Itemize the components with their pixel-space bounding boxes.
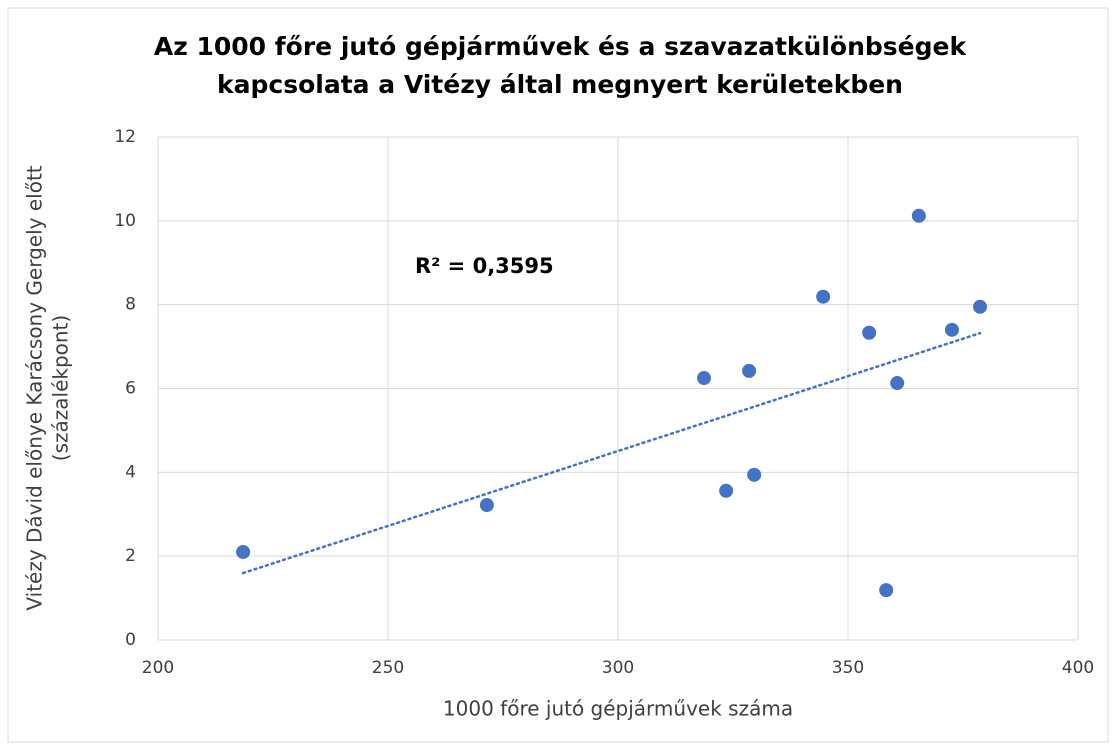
y-tick-label: 10 — [114, 211, 136, 231]
point — [479, 498, 494, 513]
point — [944, 322, 959, 337]
x-tick-label: 400 — [1062, 658, 1094, 678]
y-axis-label: Vitézy Dávid előnye Karácsony Gergely el… — [23, 165, 47, 610]
point — [973, 299, 988, 314]
point — [697, 371, 712, 386]
x-tick-label: 300 — [602, 658, 634, 678]
y-axis-label: (százalékpont) — [49, 315, 73, 461]
x-tick-label: 200 — [142, 658, 174, 678]
trendline — [241, 331, 982, 575]
point — [742, 363, 757, 378]
x-tick-label: 350 — [832, 658, 864, 678]
x-tick-label: 250 — [372, 658, 404, 678]
point — [747, 467, 762, 482]
point — [816, 289, 831, 304]
chart-title: kapcsolata a Vitézy által megnyert kerül… — [217, 70, 903, 99]
y-tick-label: 4 — [125, 462, 136, 482]
y-tick-label: 6 — [125, 379, 136, 399]
point — [719, 483, 734, 498]
chart-border — [7, 7, 1109, 743]
y-tick-label: 8 — [125, 295, 136, 315]
y-tick-label: 0 — [125, 630, 136, 650]
point — [236, 544, 251, 559]
point — [911, 208, 926, 223]
y-tick-label: 12 — [114, 127, 136, 147]
point — [879, 583, 894, 598]
x-axis-label: 1000 főre jutó gépjárművek száma — [443, 697, 793, 721]
y-tick-label: 2 — [125, 546, 136, 566]
point — [862, 325, 877, 340]
annotation: R² = 0,3595 — [415, 254, 554, 278]
point — [890, 376, 905, 391]
chart-title: Az 1000 főre jutó gépjárművek és a szava… — [154, 32, 968, 61]
